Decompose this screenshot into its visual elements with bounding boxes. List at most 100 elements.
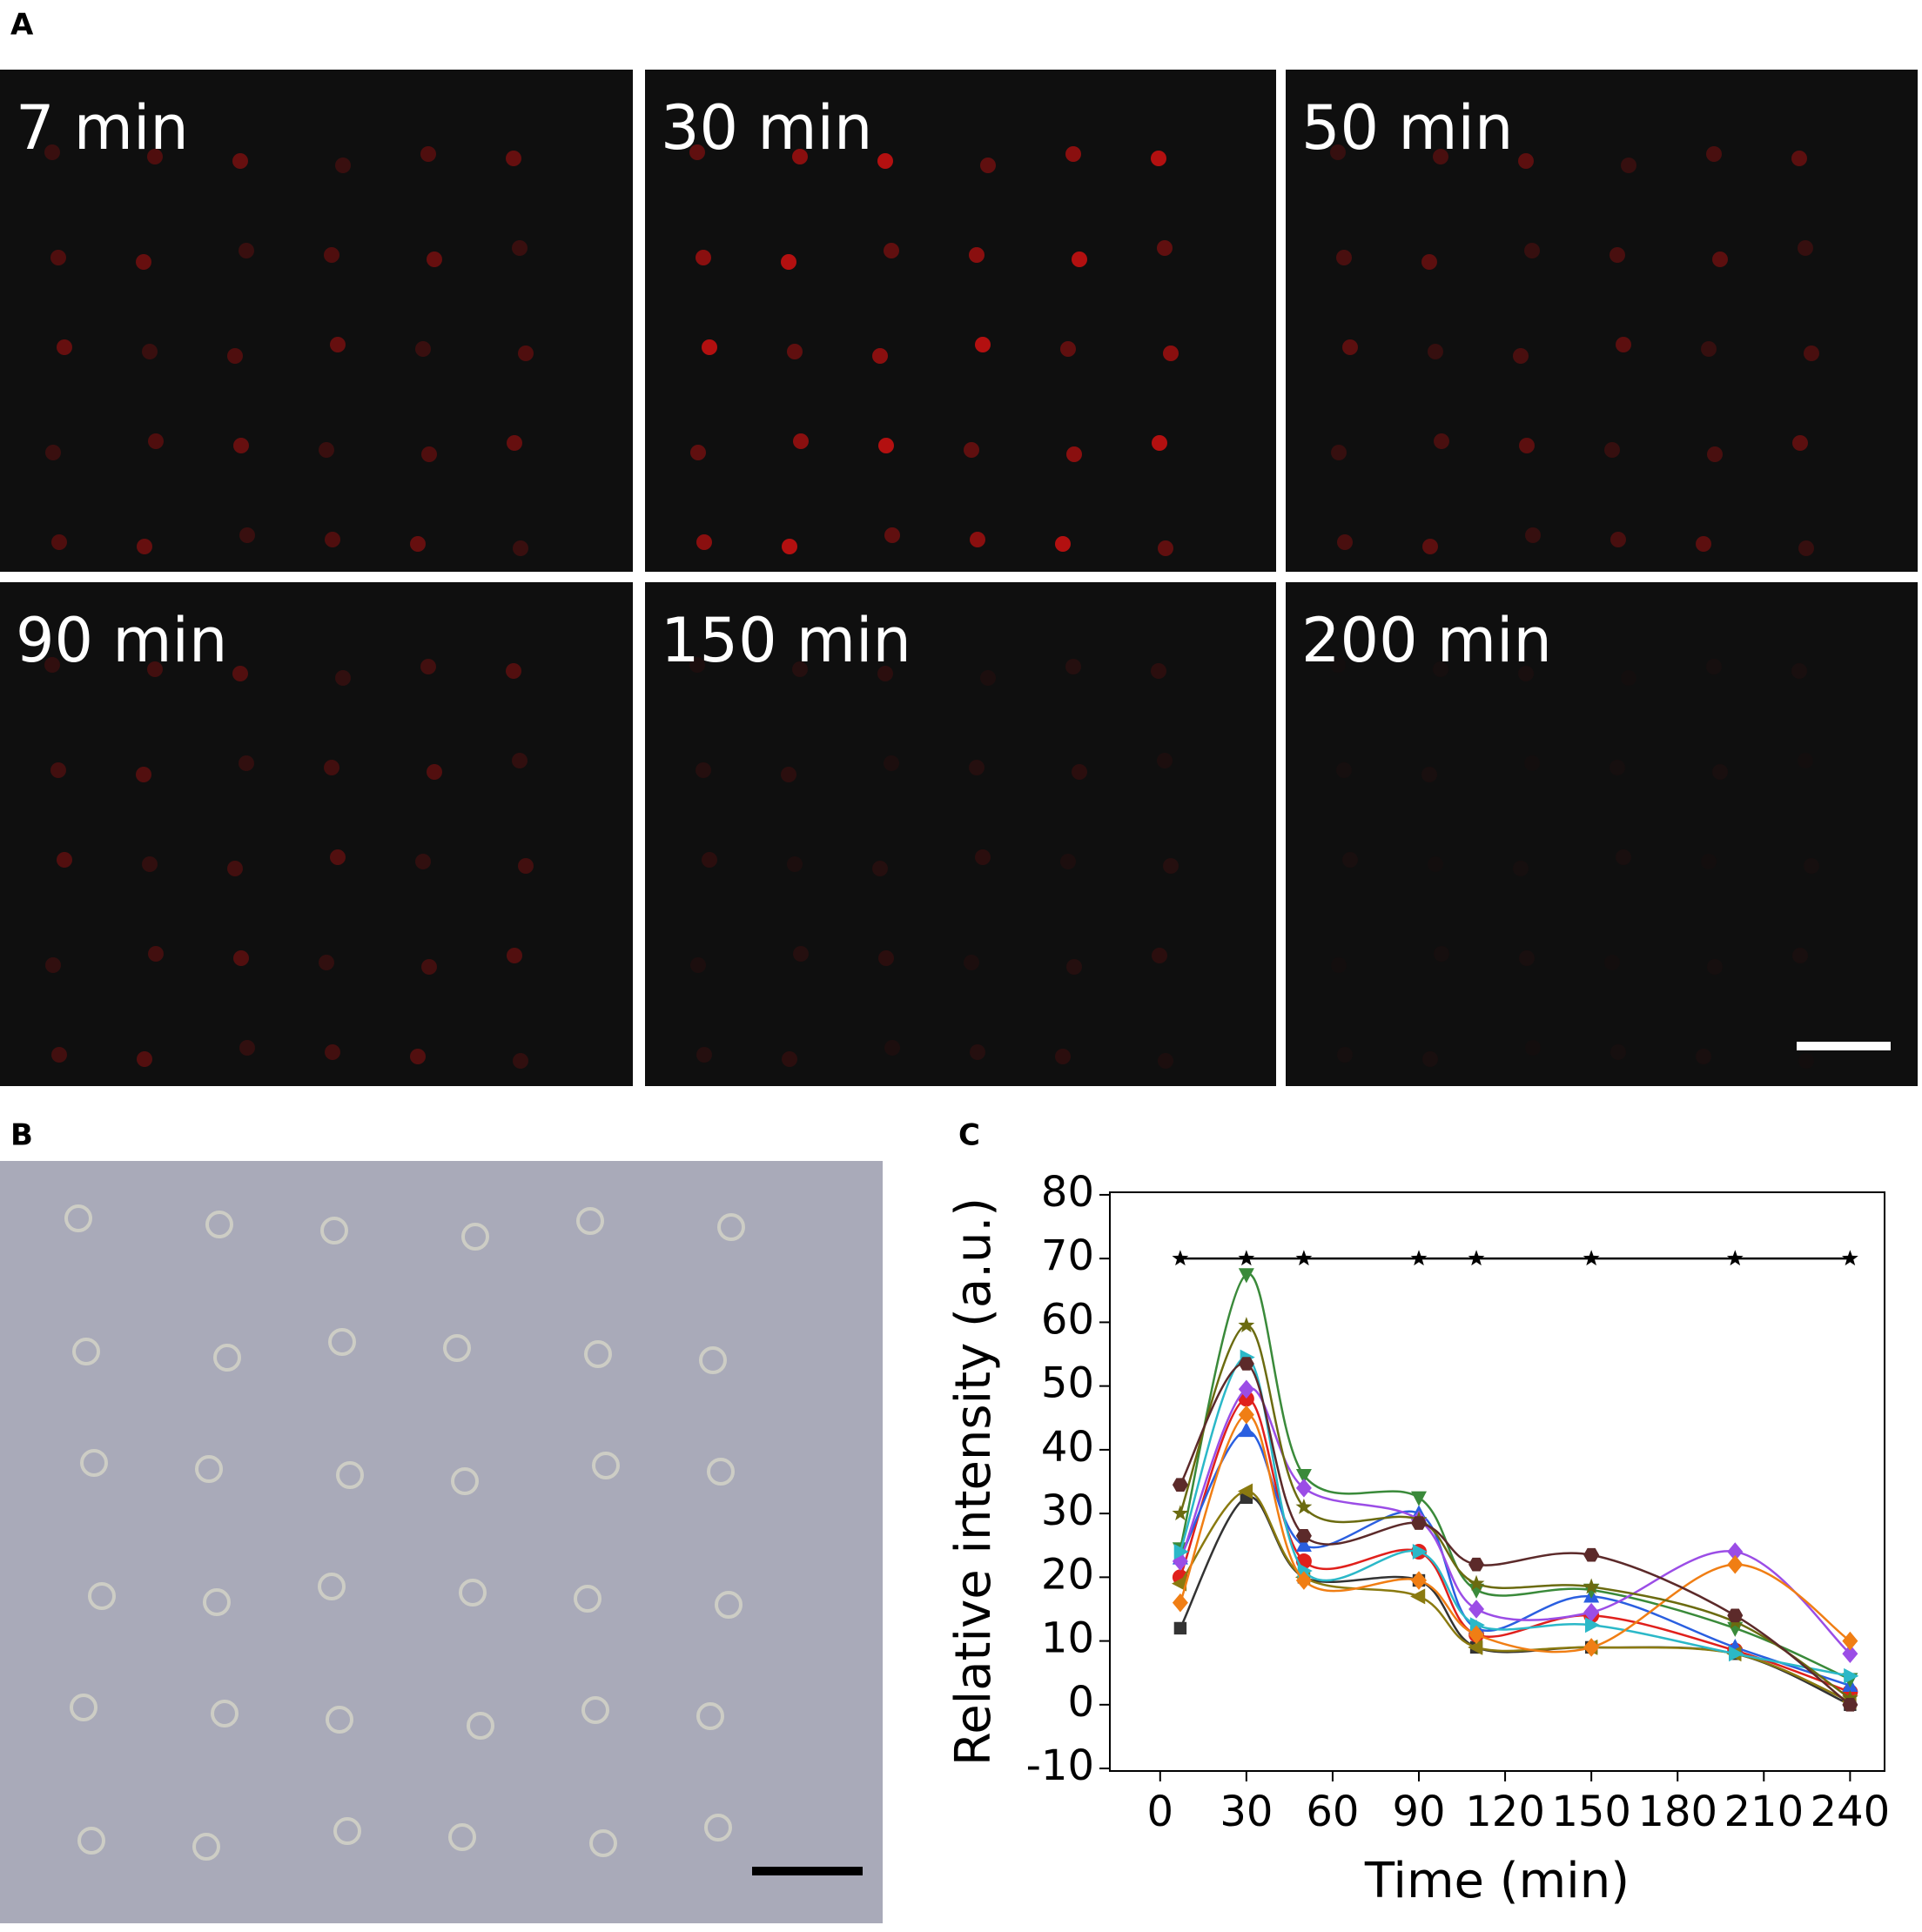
cell [330, 849, 346, 865]
cell [72, 1338, 100, 1365]
cell [877, 153, 893, 169]
cell [324, 247, 339, 263]
cell [1066, 446, 1082, 462]
x-tick-label: 180 [1637, 1788, 1717, 1836]
cell [878, 438, 894, 453]
cell [884, 527, 900, 543]
cell [142, 856, 158, 872]
cell [1621, 158, 1636, 173]
cell [589, 1829, 617, 1857]
data-point [1583, 1638, 1600, 1657]
cell [884, 243, 899, 258]
cell [64, 1204, 92, 1232]
data-point [1172, 1250, 1189, 1266]
cell [1791, 151, 1807, 166]
fluorescence-image [0, 582, 633, 1086]
brightfield-image [0, 1161, 883, 1923]
fluorescence-image [0, 70, 633, 572]
cell [1706, 146, 1722, 162]
cell [319, 442, 334, 458]
cell [872, 861, 888, 876]
cell [77, 1827, 105, 1855]
cell [782, 539, 797, 554]
cell [506, 663, 521, 679]
cell [964, 442, 979, 458]
cell [1701, 341, 1717, 357]
cell [1065, 659, 1081, 674]
cell [333, 1817, 361, 1845]
cell [1434, 433, 1449, 449]
image-label: 150 min [661, 605, 911, 676]
cell [1428, 856, 1443, 872]
cell [1518, 153, 1534, 169]
y-tick-label: 40 [1041, 1423, 1094, 1472]
cell [410, 1049, 426, 1064]
cell [415, 854, 431, 869]
data-point [1172, 1593, 1188, 1613]
cell [51, 1047, 67, 1063]
cell [427, 252, 442, 267]
cell [420, 659, 436, 674]
cell [1616, 849, 1631, 865]
data-point [1410, 1250, 1428, 1266]
data-point [1238, 1317, 1255, 1333]
cell [1336, 762, 1352, 778]
data-point [1844, 1667, 1859, 1684]
cell [147, 661, 163, 677]
cell [443, 1334, 471, 1362]
plot-frame [1109, 1191, 1885, 1772]
cell [213, 1344, 241, 1372]
cell [227, 348, 243, 364]
data-point [1411, 1516, 1428, 1530]
fluorescence-image [1286, 582, 1918, 1086]
data-point [1727, 1542, 1744, 1561]
cell [1330, 144, 1346, 160]
cell [232, 666, 248, 681]
cell [696, 762, 711, 778]
cell [792, 149, 808, 164]
cell [148, 433, 164, 449]
cell [448, 1823, 476, 1851]
data-point [1842, 1631, 1858, 1651]
cell [1152, 435, 1167, 451]
cell [70, 1694, 97, 1721]
cell [50, 762, 66, 778]
cell [467, 1712, 494, 1740]
cell [324, 760, 339, 775]
cell [1525, 1040, 1541, 1056]
cell [1798, 540, 1814, 556]
cell [51, 534, 67, 550]
fluorescence-image [1286, 70, 1918, 572]
cell [318, 1573, 346, 1600]
cell [975, 849, 991, 865]
data-point [1727, 1554, 1744, 1574]
cell [696, 1702, 724, 1730]
cell [507, 435, 522, 451]
cell [884, 1040, 900, 1056]
data-point [1727, 1608, 1744, 1623]
cell [420, 146, 436, 162]
y-tick-label: 10 [1041, 1614, 1094, 1663]
data-point [1411, 1491, 1428, 1506]
data-point [1173, 1544, 1189, 1560]
cell [50, 250, 66, 265]
cell [1055, 1049, 1071, 1064]
data-point [1468, 1639, 1483, 1655]
cell [1798, 240, 1813, 256]
cell [781, 767, 796, 782]
cell [421, 959, 437, 975]
x-tick-label: 150 [1551, 1788, 1631, 1836]
cell [1434, 946, 1449, 962]
fluorescence-image [645, 70, 1276, 572]
cell [576, 1207, 604, 1235]
data-point [1172, 1575, 1187, 1592]
cell [1331, 445, 1347, 460]
cell [232, 153, 248, 169]
data-point [1295, 1479, 1312, 1498]
cell [782, 1051, 797, 1067]
data-point [1238, 1250, 1255, 1266]
data-point [1295, 1536, 1312, 1552]
data-point [1583, 1578, 1600, 1594]
cell [1055, 536, 1071, 552]
